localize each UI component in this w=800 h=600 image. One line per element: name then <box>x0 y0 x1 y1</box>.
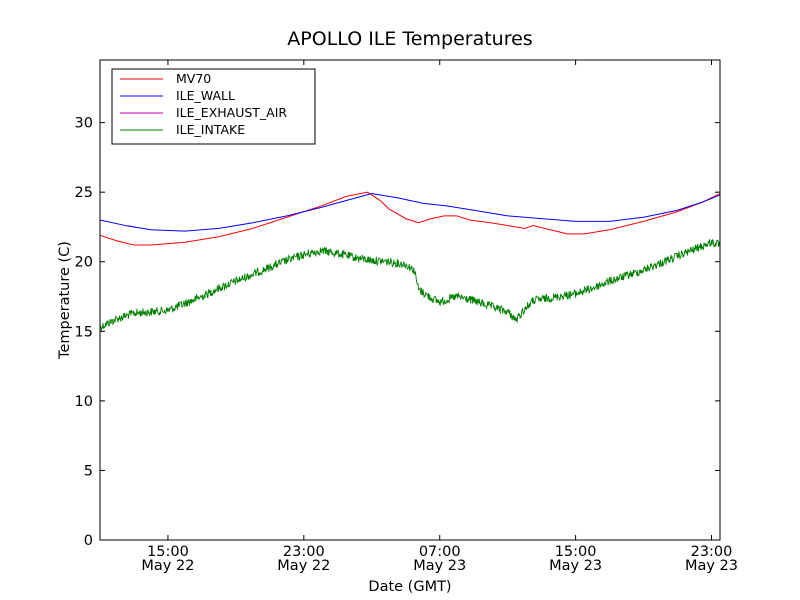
chart-title: APOLLO ILE Temperatures <box>287 28 532 50</box>
plot-frame <box>99 59 721 541</box>
y-tick-label: 30 <box>75 116 93 132</box>
x-tick-label: 07:00 <box>419 544 461 560</box>
y-tick-label: 0 <box>84 533 93 549</box>
legend: MV70 ILE_WALL ILE_EXHAUST_AIR ILE_INTAKE <box>111 68 316 145</box>
x-axis-label: Date (GMT) <box>368 579 451 595</box>
y-tick-label: 20 <box>75 255 93 271</box>
y-tick-label: 15 <box>75 324 93 340</box>
series-line-ile-intake <box>99 238 721 331</box>
x-tick-label-date: May 22 <box>277 558 330 574</box>
legend-label: ILE_INTAKE <box>176 122 245 137</box>
series-layer <box>99 191 721 331</box>
y-tick-label: 5 <box>84 463 93 479</box>
x-tick-label: 23:00 <box>283 544 325 560</box>
x-tick-label-date: May 22 <box>141 558 194 574</box>
series-line-ile-wall <box>99 193 721 232</box>
x-tick-label: 15:00 <box>147 544 189 560</box>
y-axis: 0 5 10 15 20 25 30 <box>75 116 720 549</box>
x-tick-label: 23:00 <box>691 544 733 560</box>
y-tick-label: 10 <box>75 394 93 410</box>
legend-label: MV70 <box>176 71 211 86</box>
x-tick-label: 15:00 <box>555 544 597 560</box>
y-axis-label: Temperature (C) <box>57 241 73 360</box>
x-tick-label-date: May 23 <box>413 558 466 574</box>
legend-box <box>111 68 316 145</box>
x-tick-label-date: May 23 <box>549 558 602 574</box>
x-tick-label-date: May 23 <box>685 558 738 574</box>
y-tick-label: 25 <box>75 185 93 201</box>
legend-label: ILE_EXHAUST_AIR <box>176 105 287 120</box>
series-line-mv70 <box>99 191 721 246</box>
legend-label: ILE_WALL <box>176 88 235 103</box>
